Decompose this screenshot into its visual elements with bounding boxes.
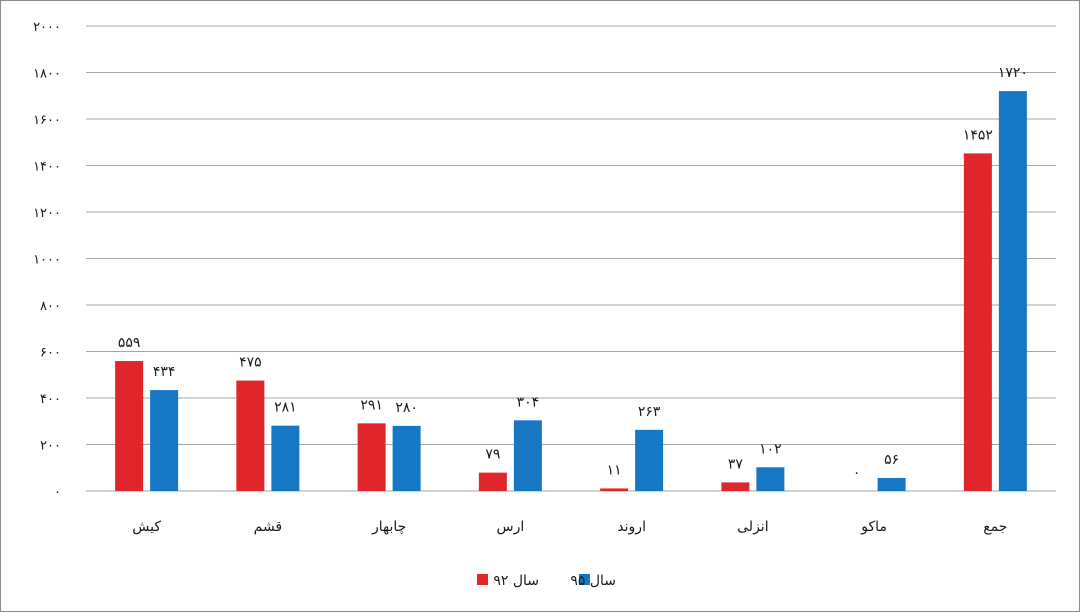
- bar: [478, 472, 507, 491]
- x-tick-label: ماکو: [860, 519, 887, 535]
- bar: [513, 420, 542, 491]
- bar: [115, 361, 144, 491]
- data-label: ۳۷: [728, 456, 744, 472]
- y-axis-tick-labels: ۰ ۲۰۰ ۴۰۰ ۶۰۰ ۸۰۰ ۱۰۰۰ ۱۲۰۰ ۱۴۰۰ ۱۶۰۰ ۱۸۰۰ ۲۰۰۰: [33, 20, 61, 500]
- x-tick-label: جمع: [983, 519, 1007, 535]
- bar: [963, 153, 992, 491]
- bar: [600, 488, 629, 491]
- bars: [115, 91, 1027, 491]
- data-label: ۵۵۹: [118, 335, 141, 351]
- data-label: ۱۱: [607, 462, 622, 478]
- x-tick-label: چابهار: [371, 519, 406, 535]
- data-label: ۱۷۲۰: [998, 65, 1028, 81]
- data-label: ۰: [853, 465, 861, 481]
- bar: [150, 390, 179, 491]
- bar: [271, 425, 300, 491]
- bar: [357, 423, 386, 491]
- bar: [236, 380, 265, 491]
- y-tick-label: ۱۴۰۰: [33, 160, 61, 175]
- data-label: ۲۸۰: [395, 400, 418, 416]
- data-label: ۴۳۴: [153, 364, 176, 380]
- y-tick-label: ۲۰۰۰: [33, 20, 61, 35]
- data-label: ۱۴۵۲: [963, 127, 993, 143]
- y-tick-label: ۱۸۰۰: [33, 67, 61, 82]
- data-label: ۲۶۳: [638, 404, 661, 420]
- y-tick-label: ۱۶۰۰: [33, 113, 61, 128]
- data-labels: ۵۵۹ ۴۳۴ ۴۷۵ ۲۸۱ ۲۹۱ ۲۸۰ ۷۹ ۳۰۴ ۱۱ ۲۶۳ ۳۷ ۱۰۲ ۰ ۵۶ ۱۴۵۲…: [118, 65, 1028, 481]
- data-label: ۷۹: [485, 447, 500, 463]
- x-tick-label: انزلی: [737, 519, 768, 535]
- data-label: ۲۸۱: [274, 400, 297, 416]
- x-tick-label: قشم: [254, 519, 283, 535]
- y-tick-label: ۰: [54, 485, 61, 500]
- x-tick-label: اروند: [617, 519, 646, 535]
- y-tick-label: ۴۰۰: [40, 392, 61, 407]
- bar: [756, 467, 785, 491]
- x-axis-tick-labels: کیش قشم چابهار ارس اروند انزلی ماکو جمع: [132, 519, 1007, 535]
- legend-swatch: [579, 574, 590, 585]
- y-tick-label: ۱۰۰۰: [33, 253, 61, 268]
- data-label: ۱۰۲: [759, 441, 782, 457]
- bar: [392, 425, 421, 491]
- bar: [998, 91, 1027, 491]
- gridlines: [86, 25, 1056, 492]
- data-label: ۲۹۱: [360, 397, 383, 413]
- y-tick-label: ۸۰۰: [40, 299, 61, 314]
- x-tick-label: ارس: [497, 519, 525, 535]
- y-tick-label: ۱۲۰۰: [33, 206, 61, 221]
- bar: [721, 482, 750, 491]
- y-tick-label: ۲۰۰: [40, 439, 61, 454]
- legend-swatch: [477, 574, 488, 585]
- legend-label: سال ۹۲: [493, 573, 539, 589]
- x-tick-label: کیش: [132, 519, 161, 535]
- data-label: ۴۷۵: [239, 355, 262, 371]
- data-label: ۳۰۴: [517, 394, 540, 410]
- y-tick-label: ۶۰۰: [40, 346, 61, 361]
- legend: سال ۹۲ سال ۹۵: [477, 573, 616, 589]
- bar: [877, 477, 906, 491]
- bar: [635, 429, 664, 491]
- legend-label: سال ۹۵: [570, 573, 616, 589]
- data-label: ۵۶: [884, 452, 899, 468]
